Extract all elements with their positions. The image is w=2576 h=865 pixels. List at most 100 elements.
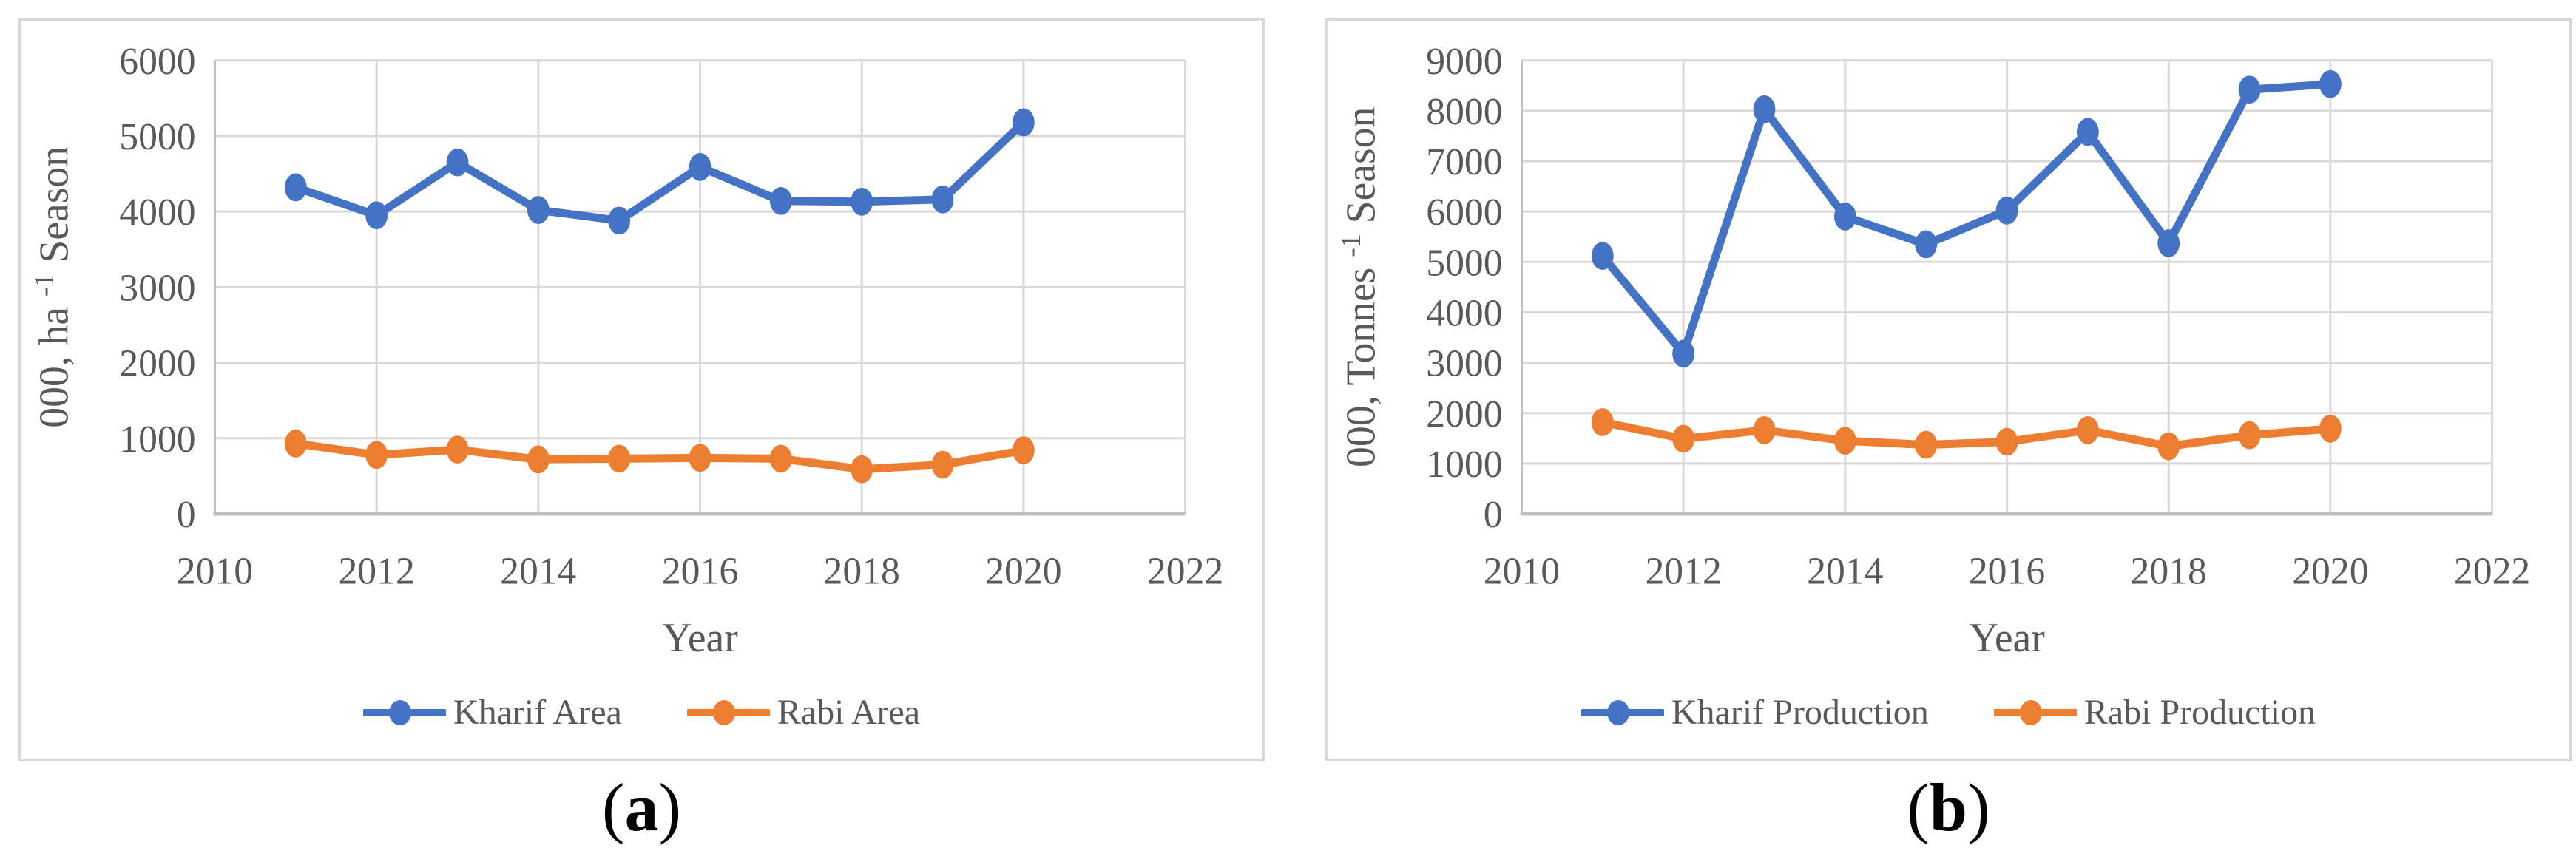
x-tick-label: 2020 bbox=[985, 550, 1061, 592]
y-tick-labels: 0 1000 2000 3000 4000 5000 6000 bbox=[119, 41, 195, 536]
caption-b-open-paren: ( bbox=[1907, 770, 1930, 845]
x-tick-label: 2010 bbox=[1484, 550, 1560, 592]
data-point bbox=[1833, 427, 1856, 455]
data-point bbox=[1915, 430, 1938, 459]
panel-b: 0 1000 2000 3000 4000 5000 6000 7000 8000 9000 201… bbox=[1325, 18, 2572, 761]
y-tick-label: 4000 bbox=[1426, 293, 1502, 335]
y-tick-label: 1000 bbox=[1426, 444, 1502, 486]
data-point bbox=[851, 187, 873, 216]
x-tick-label: 2012 bbox=[1645, 550, 1721, 592]
y-axis-title: 000, Tonnes -1 Season bbox=[1336, 107, 1385, 467]
x-tick-labels: 2010 2012 2014 2016 2018 2020 2022 bbox=[1484, 550, 2530, 592]
y-tick-label: 5000 bbox=[1426, 242, 1502, 284]
data-point bbox=[2076, 118, 2099, 146]
x-tick-label: 2022 bbox=[1147, 550, 1223, 592]
legend-marker-icon bbox=[686, 699, 770, 725]
legend-item-rabi-area: Rabi Area bbox=[686, 692, 921, 733]
data-point bbox=[1012, 436, 1035, 465]
series-line-kharif-production bbox=[1598, 80, 2335, 358]
legend-marker-icon bbox=[1993, 699, 2077, 725]
x-tick-label: 2018 bbox=[2131, 550, 2207, 592]
caption-b-close-paren: ) bbox=[1967, 770, 1990, 845]
legend-item-kharif-production: Kharif Production bbox=[1581, 692, 1929, 733]
legend-label: Kharif Area bbox=[453, 693, 622, 732]
data-point bbox=[446, 435, 469, 464]
y-tick-label: 3000 bbox=[119, 267, 195, 309]
data-point bbox=[1833, 203, 1856, 231]
x-axis-title: Year bbox=[662, 615, 738, 661]
data-point bbox=[365, 441, 388, 469]
y-tick-label: 0 bbox=[177, 494, 196, 536]
data-point bbox=[2238, 421, 2261, 450]
series-line-rabi-production bbox=[1598, 418, 2335, 451]
data-point bbox=[1672, 339, 1695, 368]
series-kharif-area bbox=[284, 108, 1035, 235]
y-tick-label: 4000 bbox=[119, 191, 195, 234]
legend-marker-icon bbox=[362, 699, 446, 725]
series-rabi-area bbox=[284, 430, 1035, 484]
data-point bbox=[527, 196, 550, 224]
x-tick-label: 2016 bbox=[662, 550, 738, 592]
x-tick-label: 2014 bbox=[1807, 550, 1884, 592]
data-point bbox=[1995, 427, 2018, 456]
y-tick-label: 2000 bbox=[119, 343, 195, 385]
x-tick-labels: 2010 2012 2014 2016 2018 2020 2022 bbox=[177, 550, 1223, 592]
legend-marker-icon bbox=[1581, 699, 1664, 725]
data-point bbox=[1753, 95, 1776, 123]
area-chart-legend: Kharif Area Rabi Area bbox=[21, 692, 1262, 733]
series-line-rabi-area bbox=[291, 439, 1028, 474]
legend-label: Kharif Production bbox=[1671, 693, 1929, 732]
y-tick-label: 9000 bbox=[1426, 41, 1502, 83]
x-axis-title: Year bbox=[1969, 615, 2045, 661]
data-point bbox=[284, 173, 307, 202]
y-tick-label: 2000 bbox=[1426, 393, 1502, 435]
data-point bbox=[689, 152, 711, 181]
y-tick-label: 3000 bbox=[1426, 343, 1502, 385]
caption-b-letter: b bbox=[1929, 770, 1968, 845]
x-tick-label: 2020 bbox=[2292, 550, 2368, 592]
data-point bbox=[2238, 75, 2261, 104]
data-point bbox=[1753, 415, 1776, 444]
caption-a-close-paren: ) bbox=[658, 770, 682, 845]
series-line-kharif-area bbox=[291, 118, 1028, 225]
y-tick-label: 8000 bbox=[1426, 91, 1502, 133]
legend-label: Rabi Area bbox=[777, 693, 921, 732]
y-axis-title: 000, ha -1 Season bbox=[29, 146, 78, 428]
production-chart-svg: 0 1000 2000 3000 4000 5000 6000 7000 8000 9000 201… bbox=[1336, 41, 2530, 661]
gridlines bbox=[1520, 59, 2494, 514]
panel-a: 0 1000 2000 3000 4000 5000 6000 2010 2012 2014 201… bbox=[18, 18, 1265, 761]
data-point bbox=[689, 444, 711, 472]
y-tick-label: 6000 bbox=[1426, 191, 1502, 234]
data-point bbox=[769, 444, 792, 473]
data-point bbox=[2157, 229, 2180, 257]
data-point bbox=[1591, 242, 1614, 270]
legend-item-kharif-area: Kharif Area bbox=[362, 692, 622, 733]
data-point bbox=[284, 430, 307, 458]
x-tick-label: 2016 bbox=[1969, 550, 2045, 592]
data-point bbox=[365, 201, 388, 230]
data-point bbox=[1591, 408, 1614, 436]
series-kharif-production bbox=[1591, 69, 2342, 368]
legend-item-rabi-production: Rabi Production bbox=[1993, 692, 2316, 733]
data-point bbox=[2319, 414, 2342, 443]
y-tick-label: 1000 bbox=[119, 418, 195, 461]
data-point bbox=[1012, 108, 1035, 137]
data-point bbox=[1915, 230, 1938, 259]
data-point bbox=[769, 186, 792, 215]
data-point bbox=[2319, 69, 2342, 98]
x-tick-label: 2010 bbox=[177, 550, 253, 592]
x-tick-label: 2014 bbox=[500, 550, 577, 592]
data-point bbox=[851, 455, 873, 484]
production-chart-legend: Kharif Production Rabi Production bbox=[1328, 692, 2569, 733]
data-point bbox=[2157, 432, 2180, 461]
legend-label: Rabi Production bbox=[2083, 693, 2316, 732]
data-point bbox=[1672, 424, 1695, 453]
x-tick-label: 2018 bbox=[824, 550, 900, 592]
y-tick-labels: 0 1000 2000 3000 4000 5000 6000 7000 8000 9000 bbox=[1426, 41, 1502, 536]
x-tick-label: 2022 bbox=[2454, 550, 2530, 592]
y-tick-label: 6000 bbox=[119, 41, 195, 83]
data-point bbox=[931, 185, 954, 214]
y-tick-label: 7000 bbox=[1426, 141, 1502, 183]
